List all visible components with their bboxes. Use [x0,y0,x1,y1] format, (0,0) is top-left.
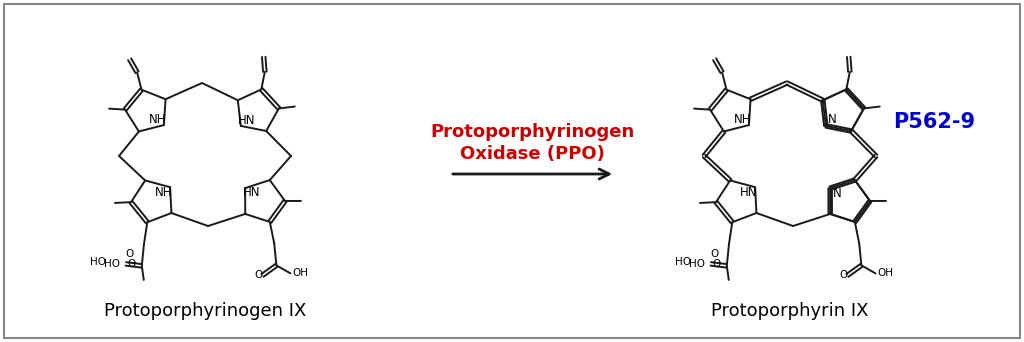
Text: OH: OH [293,268,308,278]
Text: HN: HN [238,114,255,127]
Text: NH: NH [150,114,167,127]
Text: HN: HN [243,186,260,199]
Text: Oxidase (PPO): Oxidase (PPO) [460,145,604,163]
Text: P562-9: P562-9 [893,112,975,132]
Text: HN: HN [740,186,758,199]
Text: NH: NH [734,114,752,127]
Text: Protoporphyrinogen IX: Protoporphyrinogen IX [103,302,306,320]
Text: HO: HO [103,259,120,269]
Text: Protoporphyrinogen: Protoporphyrinogen [430,123,634,141]
Text: O: O [840,271,848,280]
Text: O: O [711,249,719,259]
Text: HO: HO [689,259,705,269]
Text: NH: NH [156,186,173,199]
Text: HO: HO [675,257,691,267]
Text: O: O [126,249,134,259]
Text: HO: HO [90,257,105,267]
Text: N: N [828,113,837,126]
Text: O: O [128,259,136,269]
Text: O: O [713,259,721,269]
Text: N: N [834,187,842,200]
Text: O: O [254,271,262,280]
Text: Protoporphyrin IX: Protoporphyrin IX [712,302,868,320]
Text: OH: OH [878,268,893,278]
FancyBboxPatch shape [4,4,1020,338]
